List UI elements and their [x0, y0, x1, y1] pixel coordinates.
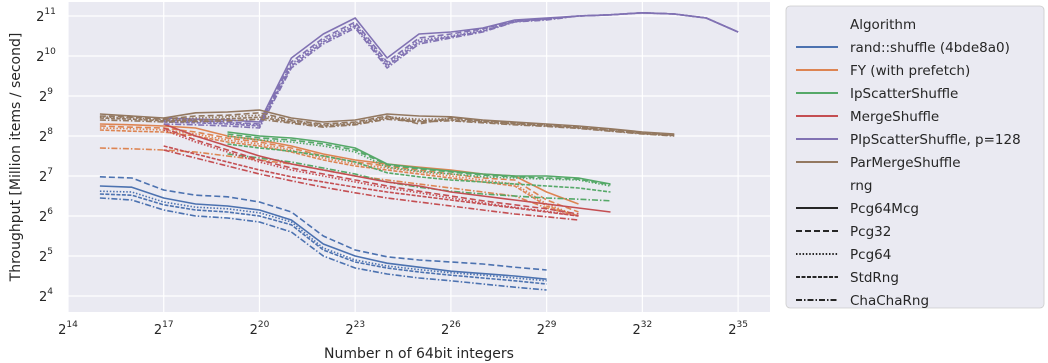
- y-tick-label: 210: [36, 47, 56, 65]
- series-line: [99, 176, 547, 271]
- legend-entry: PIpScatterShuffle, p=128: [850, 132, 1021, 148]
- series-line: [163, 123, 611, 213]
- series-lines: [99, 12, 739, 291]
- series-line: [99, 109, 675, 135]
- series-line: [99, 185, 547, 280]
- series-line: [99, 127, 579, 217]
- series-line: [227, 153, 611, 202]
- x-tick-label: 223: [345, 320, 365, 338]
- series-line: [163, 149, 579, 221]
- x-tick-label: 229: [537, 320, 557, 338]
- x-tick-label: 220: [250, 320, 270, 338]
- y-tick-label: 29: [39, 87, 53, 105]
- legend-title-rng: rng: [850, 178, 872, 194]
- legend-entry: Pcg64: [850, 247, 891, 263]
- y-tick-label: 25: [39, 247, 53, 265]
- y-tick-label: 211: [36, 7, 56, 25]
- series-line: [227, 131, 611, 185]
- series-line: [163, 12, 739, 129]
- series-line: [99, 193, 547, 285]
- x-tick-label: 214: [58, 320, 78, 338]
- legend-entry: IpScatterShuffle: [850, 86, 958, 102]
- series-line: [99, 118, 675, 137]
- plot-background: [68, 2, 770, 312]
- series-line: [227, 143, 611, 193]
- y-tick-label: 24: [39, 287, 53, 305]
- y-tick-label: 27: [39, 167, 53, 185]
- x-axis-label: Number n of 64bit integers: [324, 346, 514, 362]
- legend-frame: [785, 5, 1045, 309]
- x-tick-labels: 214 217 220 223 226 229 232 235: [58, 320, 748, 338]
- legend-entry: FY (with prefetch): [850, 63, 970, 79]
- series-line: [227, 133, 611, 186]
- legend-title-algorithm: Algorithm: [850, 17, 916, 33]
- legend-entry: rand::shuffle (4bde8a0): [850, 40, 1010, 56]
- x-tick-label: 226: [441, 320, 461, 338]
- y-tick-label: 26: [39, 207, 53, 225]
- legend-entry: StdRng: [850, 270, 899, 286]
- series-line: [163, 127, 579, 215]
- y-tick-labels: 24 25 26 27 28 29 210 211: [36, 7, 56, 305]
- series-line: [163, 145, 579, 217]
- y-tick-label: 28: [39, 127, 53, 145]
- x-tick-label: 232: [632, 320, 652, 338]
- legend-entry: Pcg32: [850, 224, 891, 240]
- series-line: [99, 190, 547, 282]
- legend-entry: Pcg64Mcg: [850, 201, 919, 217]
- series-line: [99, 114, 675, 136]
- legend-entry: ChaChaRng: [850, 293, 929, 309]
- x-tick-label: 235: [728, 320, 748, 338]
- series-line: [99, 197, 547, 291]
- series-line: [163, 129, 579, 217]
- legend-entry: MergeShuffle: [850, 109, 939, 125]
- grid-lines: [67, 2, 770, 312]
- series-line: [99, 129, 579, 217]
- series-line: [227, 135, 611, 187]
- y-axis-label: Throughput [Million items / second]: [8, 33, 24, 283]
- x-tick-label: 217: [154, 320, 174, 338]
- legend-entry: ParMergeShuffle: [850, 155, 961, 171]
